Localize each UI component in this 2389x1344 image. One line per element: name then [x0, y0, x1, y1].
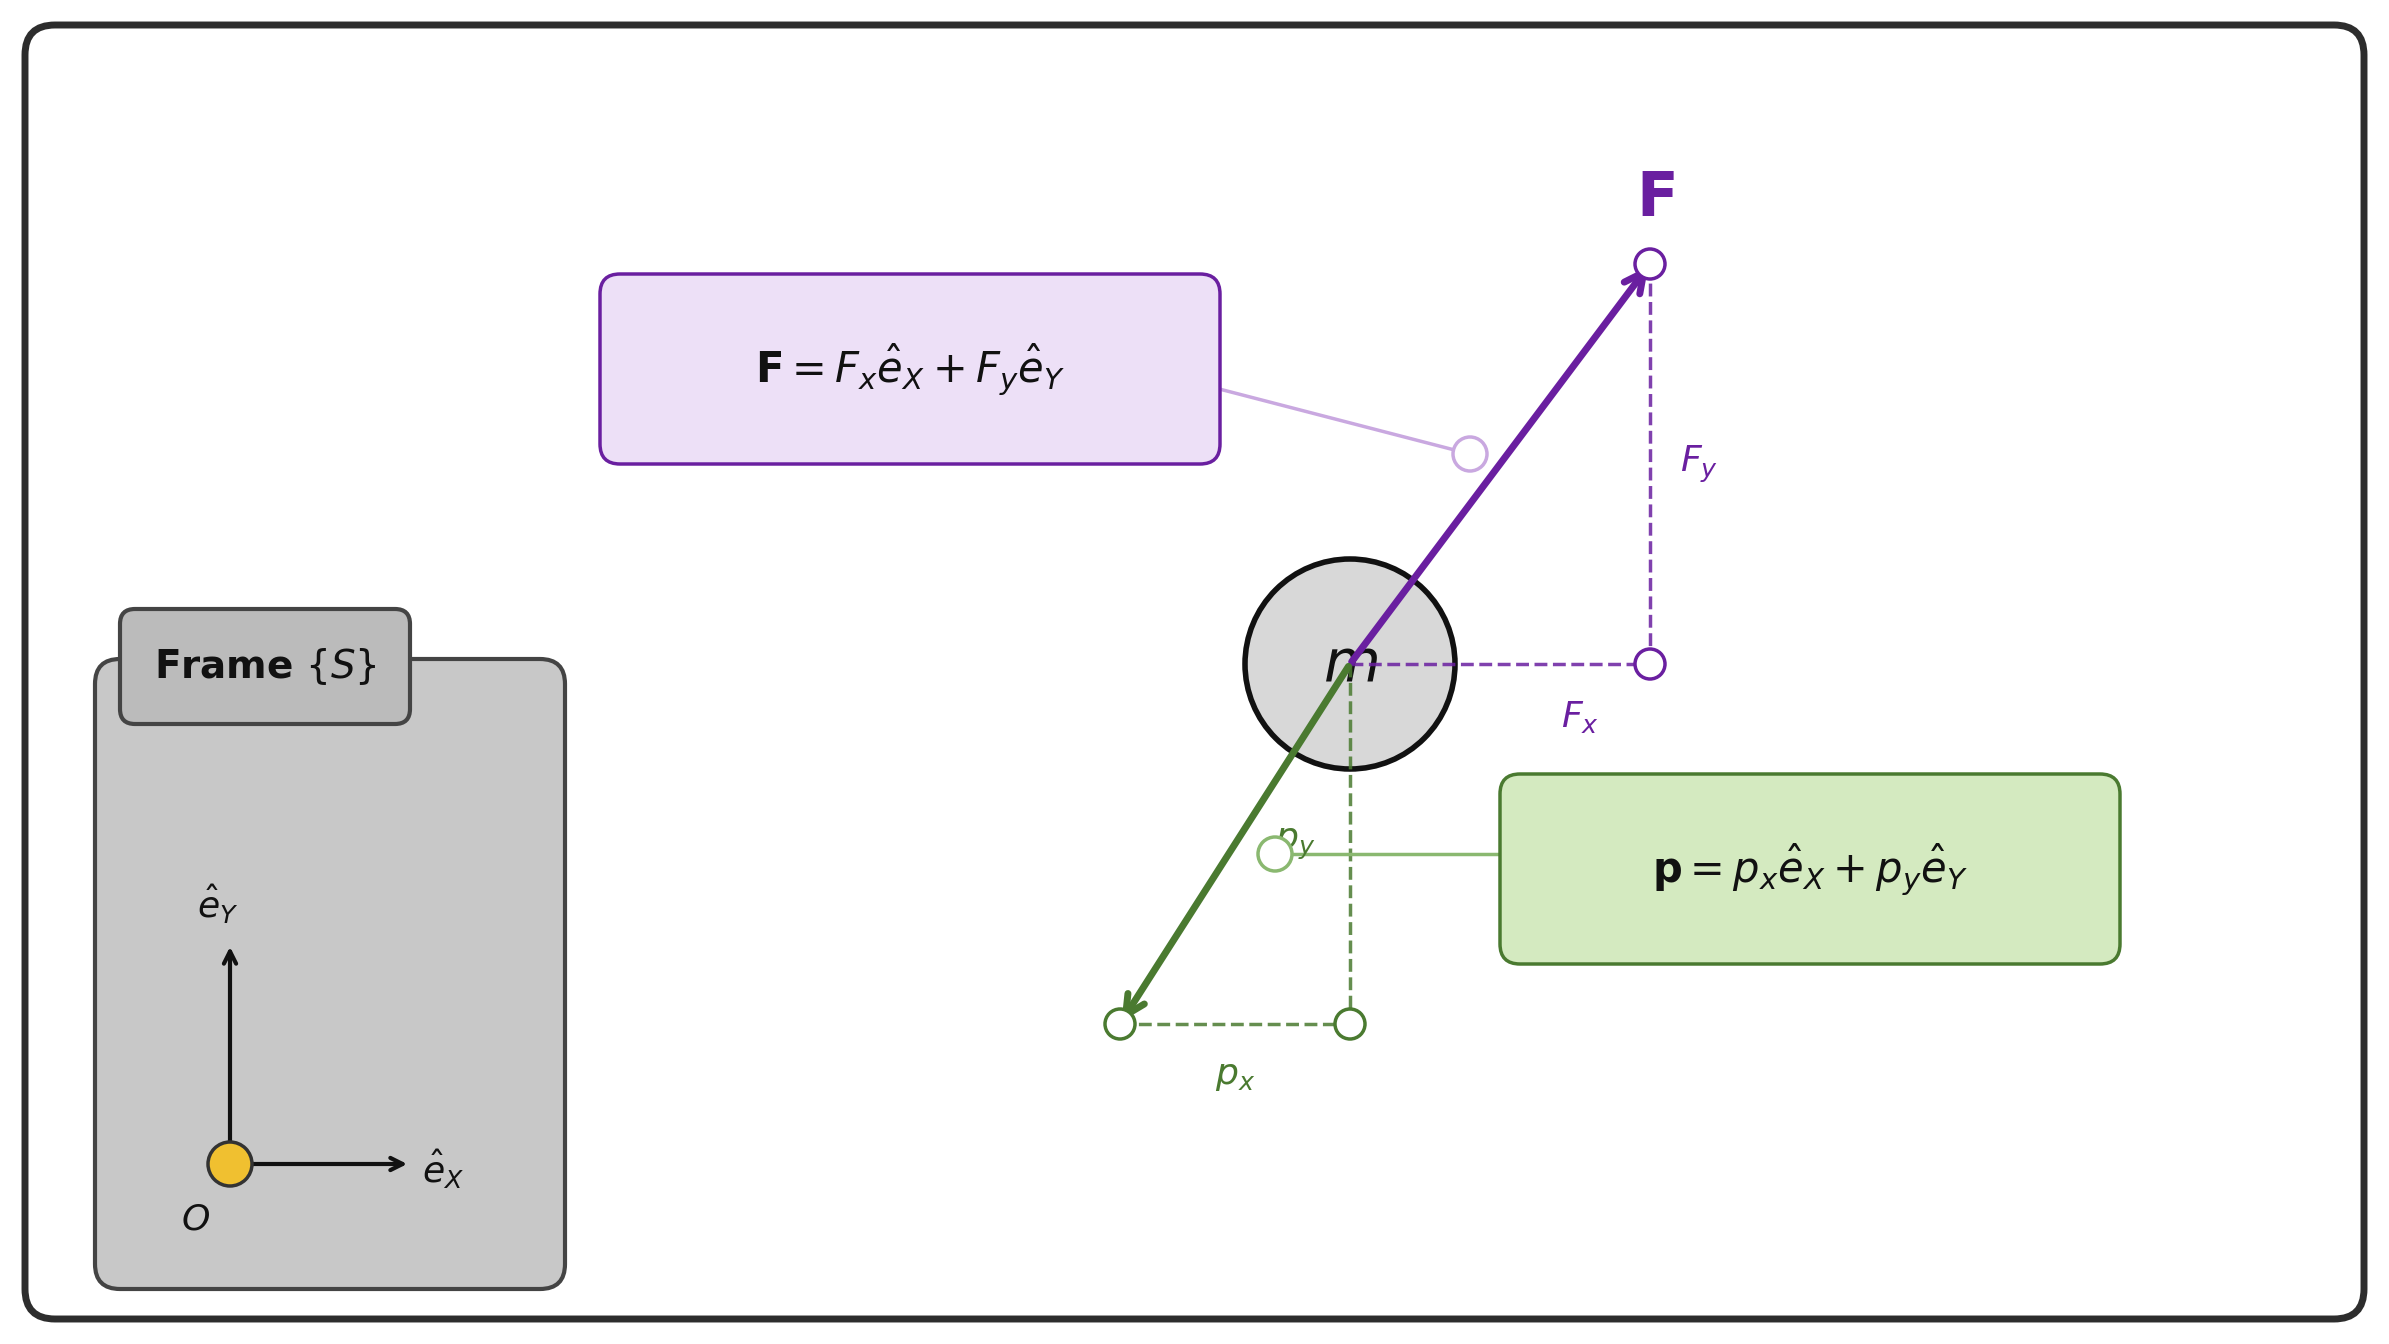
Text: $p_y$: $p_y$: [1276, 827, 1314, 862]
Circle shape: [1245, 559, 1455, 769]
Circle shape: [1106, 1009, 1135, 1039]
Text: $p_x$: $p_x$: [1216, 1059, 1254, 1093]
Text: $\hat{e}_X$: $\hat{e}_X$: [423, 1148, 463, 1191]
Circle shape: [1453, 437, 1486, 470]
Text: $m$: $m$: [1324, 636, 1378, 692]
Text: $F_y$: $F_y$: [1679, 444, 1718, 485]
Text: $\hat{e}_Y$: $\hat{e}_Y$: [198, 883, 239, 926]
FancyBboxPatch shape: [24, 26, 2365, 1318]
Circle shape: [1259, 837, 1292, 871]
Circle shape: [208, 1142, 251, 1185]
Text: $\mathbf{F} = F_x\hat{e}_X + F_y\hat{e}_Y$: $\mathbf{F} = F_x\hat{e}_X + F_y\hat{e}_…: [755, 341, 1065, 396]
Circle shape: [1634, 649, 1665, 679]
Text: $\mathbf{F}$: $\mathbf{F}$: [1636, 169, 1675, 228]
Text: $F_x$: $F_x$: [1560, 699, 1598, 735]
Text: $\mathbf{Frame}\ \{S\}$: $\mathbf{Frame}\ \{S\}$: [153, 646, 377, 687]
FancyBboxPatch shape: [1500, 774, 2119, 964]
FancyBboxPatch shape: [96, 659, 566, 1289]
Circle shape: [1634, 249, 1665, 280]
Text: $\mathbf{p} = p_x\hat{e}_X + p_y\hat{e}_Y$: $\mathbf{p} = p_x\hat{e}_X + p_y\hat{e}_…: [1651, 841, 1969, 896]
FancyBboxPatch shape: [600, 274, 1221, 464]
FancyBboxPatch shape: [119, 609, 411, 724]
Circle shape: [1335, 1009, 1364, 1039]
Text: $O$: $O$: [182, 1202, 210, 1236]
